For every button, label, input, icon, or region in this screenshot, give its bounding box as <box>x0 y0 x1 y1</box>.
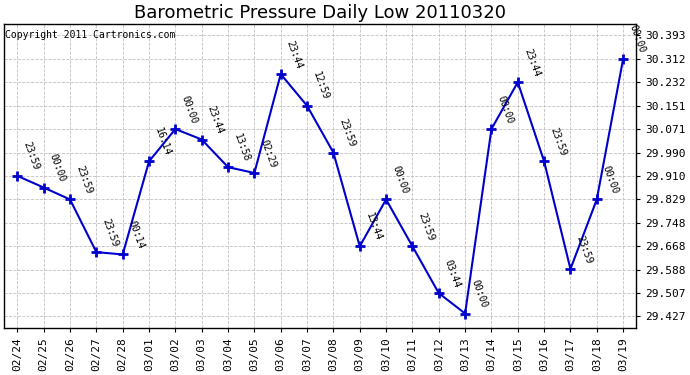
Text: 23:59: 23:59 <box>75 164 94 195</box>
Text: 02:29: 02:29 <box>259 138 278 169</box>
Text: 03:44: 03:44 <box>443 258 462 289</box>
Title: Barometric Pressure Daily Low 20110320: Barometric Pressure Daily Low 20110320 <box>135 4 506 22</box>
Text: 23:44: 23:44 <box>522 47 542 78</box>
Text: 00:14: 00:14 <box>127 219 146 250</box>
Text: 23:44: 23:44 <box>206 104 226 135</box>
Text: 13:58: 13:58 <box>233 132 252 163</box>
Text: 00:00: 00:00 <box>48 152 68 183</box>
Text: 00:00: 00:00 <box>469 278 489 309</box>
Text: 00:00: 00:00 <box>601 164 620 195</box>
Text: 00:00: 00:00 <box>495 94 515 125</box>
Text: 23:59: 23:59 <box>21 141 41 172</box>
Text: 16:14: 16:14 <box>153 126 172 157</box>
Text: 23:59: 23:59 <box>337 117 357 148</box>
Text: 12:59: 12:59 <box>311 70 331 102</box>
Text: 23:59: 23:59 <box>575 234 594 265</box>
Text: 23:44: 23:44 <box>285 39 304 70</box>
Text: Copyright 2011 Cartronics.com: Copyright 2011 Cartronics.com <box>6 30 176 40</box>
Text: 23:59: 23:59 <box>417 211 436 242</box>
Text: 00:00: 00:00 <box>179 94 199 125</box>
Text: 00:00: 00:00 <box>391 164 410 195</box>
Text: 13:44: 13:44 <box>364 211 384 242</box>
Text: 23:59: 23:59 <box>101 217 120 248</box>
Text: 00:00: 00:00 <box>627 24 647 55</box>
Text: 23:59: 23:59 <box>549 126 568 157</box>
